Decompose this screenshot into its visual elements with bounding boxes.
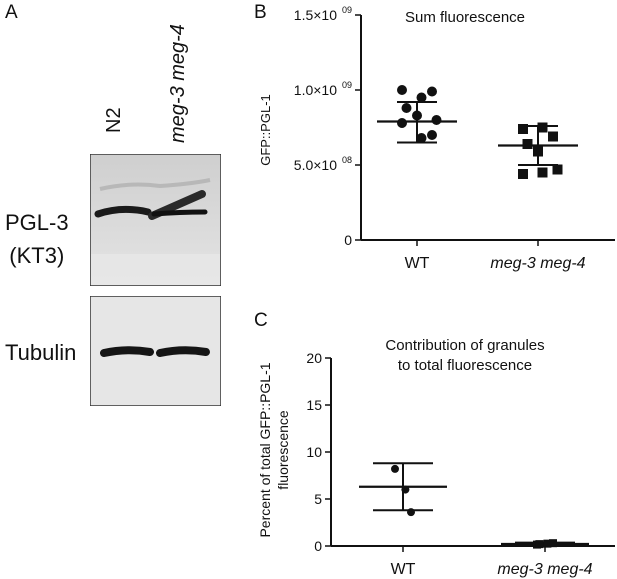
data-point [537, 167, 548, 178]
y-tick-label: 5.0×10 [294, 157, 337, 173]
data-point [518, 124, 528, 134]
y-tick-label: 1.0×10 [294, 82, 337, 98]
chart-c-title-line2: to total fluorescence [398, 357, 532, 374]
data-point [535, 540, 544, 549]
chart-b-title: Sum fluorescence [405, 9, 525, 26]
data-point [416, 133, 427, 143]
blot-label-pgl3-line2: (KT3) [9, 243, 65, 268]
data-point [549, 539, 557, 548]
y-tick-label: 20 [306, 350, 322, 366]
data-point [543, 539, 552, 548]
blot-tubulin-image [90, 296, 221, 406]
data-point [397, 85, 407, 95]
blot-label-pgl3-line1: PGL-3 [5, 210, 69, 235]
chart-c-ylabel-line2: fluorescence [275, 410, 291, 490]
chart-granule-contribution: Contribution of granules to total fluore… [257, 337, 615, 578]
y-tick-label: 1.5×10 [294, 7, 337, 23]
y-tick-exponent: 09 [342, 5, 352, 15]
y-tick-label: 15 [306, 397, 322, 413]
data-point [407, 508, 415, 517]
data-point [533, 146, 543, 157]
data-point [552, 164, 563, 175]
x-category-label: WT [391, 561, 416, 578]
chart-c-title-line1: Contribution of granules [385, 337, 544, 354]
x-category-label: meg-3 meg-4 [497, 561, 592, 578]
data-point [412, 110, 422, 121]
y-tick-exponent: 08 [342, 155, 352, 165]
blot-label-pgl3: PGL-3 (KT3) [5, 206, 69, 272]
blot-label-tubulin: Tubulin [5, 340, 77, 365]
y-tick-label: 0 [314, 538, 322, 554]
y-tick-label: 10 [306, 444, 322, 460]
x-category-label: WT [405, 255, 430, 272]
x-category-label: meg-3 meg-4 [490, 255, 585, 272]
data-point [397, 118, 407, 128]
y-tick-exponent: 09 [342, 80, 352, 90]
y-tick-label: 5 [314, 491, 322, 507]
y-tick-label: 0 [344, 232, 352, 248]
data-point [401, 103, 412, 113]
data-point [416, 92, 427, 103]
data-point [427, 130, 437, 140]
panel-a-letter: A [5, 2, 18, 23]
data-point [391, 464, 399, 473]
chart-c-ylabel-line1: Percent of total GFP::PGL-1 [257, 362, 273, 537]
data-point [427, 86, 437, 97]
data-point [431, 115, 442, 125]
lane-label-n2: N2 [103, 107, 125, 133]
panel-c-letter: C [254, 310, 268, 331]
blot-pgl3-image [90, 154, 221, 286]
data-point [537, 122, 548, 133]
data-point [548, 131, 558, 142]
data-point [522, 139, 533, 149]
data-point [518, 169, 528, 179]
lane-label-meg: meg-3 meg-4 [167, 24, 189, 143]
chart-b-ylabel: GFP::PGL-1 [258, 94, 273, 166]
chart-sum-fluorescence: Sum fluorescence GFP::PGL-1 0 5.0×10 08 1.0… [258, 5, 615, 272]
panel-b-letter: B [254, 2, 267, 23]
data-point [401, 485, 410, 494]
